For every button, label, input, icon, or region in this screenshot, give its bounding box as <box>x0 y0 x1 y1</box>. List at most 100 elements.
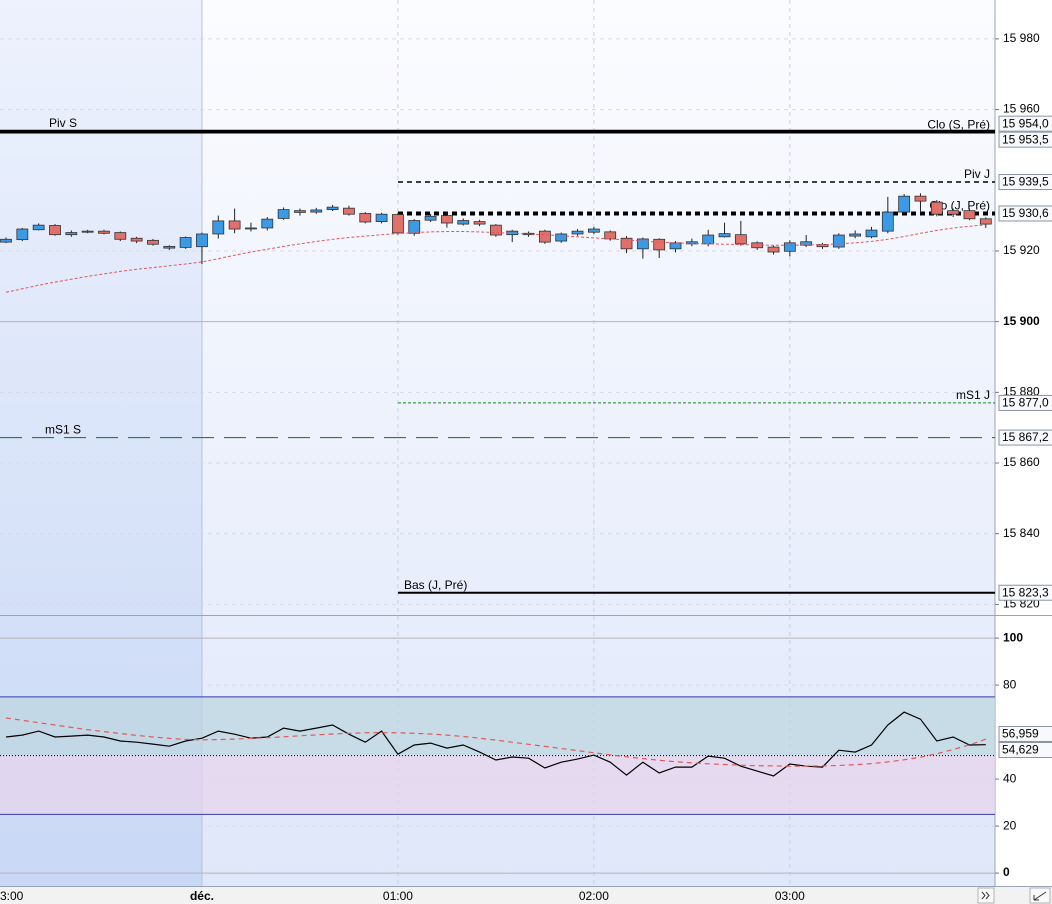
value-tag-label: 15 954,0 <box>1002 116 1049 130</box>
value-tag <box>998 174 1052 191</box>
candle-body <box>963 210 976 220</box>
x-tick-label: 02:00 <box>579 889 609 903</box>
candle-body <box>979 218 992 225</box>
oscillator-panel <box>0 616 995 886</box>
candle-body <box>620 237 633 250</box>
value-tag-label: 15 867,2 <box>1002 430 1049 444</box>
level-label: Clo (S, Pré) <box>927 118 990 132</box>
candle-body <box>767 246 780 253</box>
candle-body <box>849 233 862 237</box>
candle-body <box>294 210 306 213</box>
value-tag-label: 15 930,6 <box>1002 206 1049 220</box>
y-tick-label: 15 900 <box>1003 314 1040 328</box>
y-tick-label: 100 <box>1003 630 1023 644</box>
candle-body <box>653 238 666 251</box>
candle-body <box>881 211 894 232</box>
candle-body <box>228 220 241 230</box>
candle-body <box>16 228 29 241</box>
value-tag <box>998 725 1052 742</box>
candle-body <box>783 242 796 252</box>
candle-body <box>408 220 421 234</box>
candle-body <box>424 215 437 221</box>
candle-body <box>947 210 960 215</box>
y-tick-label: 0 <box>1003 865 1010 879</box>
candle-body <box>571 230 584 235</box>
moving-average <box>5 224 986 293</box>
time-axis-area <box>0 886 1052 904</box>
candle-body <box>538 230 551 243</box>
y-tick-label: 40 <box>1003 771 1017 785</box>
y-tick-label: 15 980 <box>1003 31 1040 45</box>
candle-body <box>130 237 143 242</box>
level-label: Piv S <box>49 116 77 130</box>
candle-body <box>441 215 453 224</box>
candle-body <box>0 238 12 243</box>
scroll-button[interactable] <box>977 887 995 904</box>
candle-body <box>489 224 502 236</box>
level-label: Clo (J, Pré) <box>929 199 990 213</box>
y-tick-label: 80 <box>1003 677 1017 691</box>
candle-body <box>163 245 176 249</box>
y-tick-label: 15 840 <box>1003 526 1040 540</box>
band-upper <box>0 696 995 756</box>
y-tick-label: 15 860 <box>1003 455 1040 469</box>
candle-body <box>702 234 715 245</box>
level-label: Piv J <box>964 167 990 181</box>
candle-body <box>49 225 61 236</box>
x-tick-label: 03:00 <box>775 889 805 903</box>
candle-body <box>326 206 339 210</box>
x-tick-label: 3:00 <box>0 889 24 903</box>
candle-body <box>604 231 617 240</box>
candle-body <box>65 232 78 236</box>
y-tick-label: 20 <box>1003 818 1017 832</box>
oscillator-line <box>5 717 986 767</box>
candle-body <box>392 214 404 234</box>
x-tick-label: 01:00 <box>383 889 413 903</box>
candle-body <box>81 230 94 233</box>
level-label: Bas (J, Pré) <box>404 578 467 592</box>
value-tag-label: 15 877,0 <box>1002 396 1049 410</box>
settings-icon <box>1033 891 1047 901</box>
candle-body <box>473 221 486 225</box>
candle-body <box>245 227 257 230</box>
candle-body <box>587 228 600 233</box>
candle-body <box>930 201 943 215</box>
candle-body <box>734 234 747 245</box>
candle-body <box>114 232 127 240</box>
value-tag <box>998 131 1052 148</box>
candle-body <box>32 224 45 231</box>
candle-body <box>310 209 323 213</box>
value-tag-label: 15 953,5 <box>1002 132 1049 146</box>
y-tick-label: 15 920 <box>1003 243 1040 257</box>
y-tick-label: 15 960 <box>1003 102 1040 116</box>
candle-body <box>277 209 290 219</box>
candle-body <box>147 239 159 245</box>
candle-body <box>261 218 274 229</box>
candle-body <box>98 230 110 234</box>
value-tag-label: 54,629 <box>1002 743 1039 757</box>
candle-body <box>359 213 372 223</box>
price-panel: Piv S Clo (S, Pré) Piv J Clo (J, Pré) mS1 J m… <box>0 0 995 615</box>
candle-body <box>196 233 208 248</box>
value-tag <box>998 741 1052 758</box>
level-label: mS1 S <box>45 423 81 437</box>
value-tag <box>998 394 1052 411</box>
candle-body <box>636 238 649 250</box>
candle-body <box>669 242 682 250</box>
candle-body <box>898 195 911 213</box>
scroll-icon <box>981 891 990 900</box>
candle-body <box>832 234 845 248</box>
value-tag-label: 15 823,3 <box>1002 585 1049 599</box>
x-tick-label: déc. <box>190 889 214 903</box>
candle-body <box>375 213 388 223</box>
band-lower <box>0 755 995 815</box>
value-tag-label: 56,959 <box>1002 727 1039 741</box>
value-tag <box>998 205 1052 222</box>
candle-body <box>179 237 192 248</box>
candle-body <box>555 233 568 242</box>
level-label: mS1 J <box>956 388 990 402</box>
value-tag <box>998 584 1052 601</box>
